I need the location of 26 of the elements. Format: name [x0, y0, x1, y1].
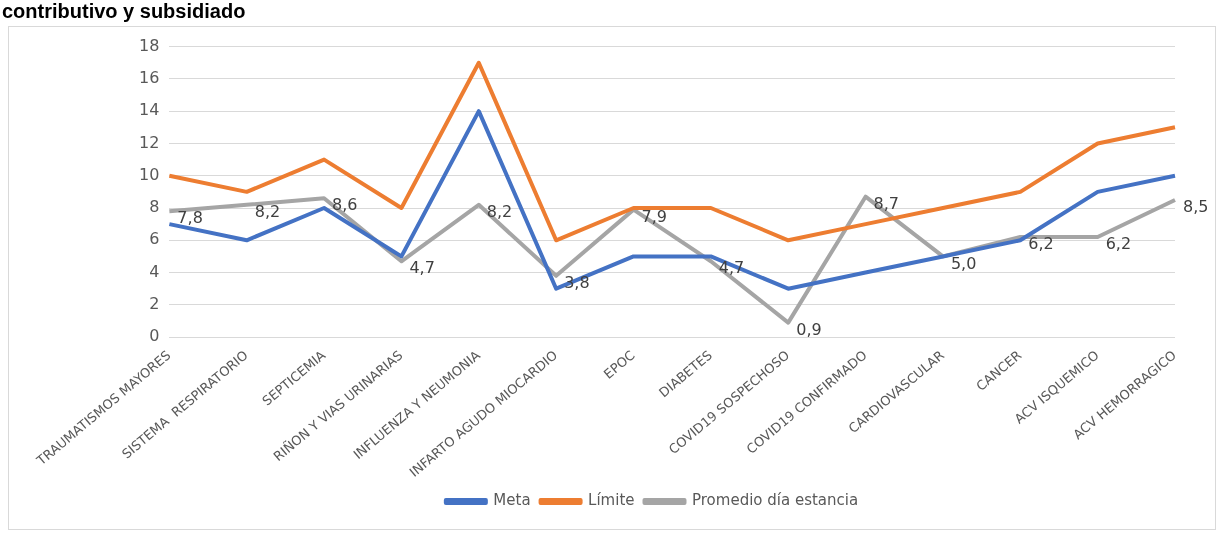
legend-label: Meta: [493, 491, 531, 510]
data-label: 4,7: [409, 258, 435, 278]
data-label: 7,8: [177, 208, 203, 228]
data-label: 6,2: [1105, 234, 1132, 254]
y-tick-label: 12: [139, 132, 160, 152]
data-label: 8,7: [873, 193, 900, 213]
legend-label: Límite: [588, 491, 635, 510]
y-tick-label: 2: [149, 294, 160, 313]
data-label: 8,5: [1183, 197, 1209, 217]
y-tick-label: 10: [139, 164, 160, 184]
data-label: 5,0: [950, 253, 977, 273]
chart-title: contributivo y subsidiado: [2, 0, 246, 23]
y-tick-label: 6: [149, 229, 160, 249]
y-tick-label: 14: [139, 100, 160, 120]
data-label: 8,2: [254, 201, 281, 221]
y-tick-label: 0: [149, 326, 160, 346]
data-label: 8,2: [486, 201, 513, 221]
y-tick-label: 16: [139, 68, 160, 88]
data-label: 0,9: [796, 319, 822, 339]
y-tick-label: 8: [149, 197, 160, 217]
y-tick-label: 4: [149, 261, 160, 281]
data-label: 6,2: [1028, 234, 1054, 254]
legend-label: Promedio día estancia: [692, 491, 859, 510]
y-tick-label: 18: [139, 35, 160, 55]
data-label: 8,6: [332, 195, 358, 215]
data-label: 7,9: [641, 206, 667, 226]
